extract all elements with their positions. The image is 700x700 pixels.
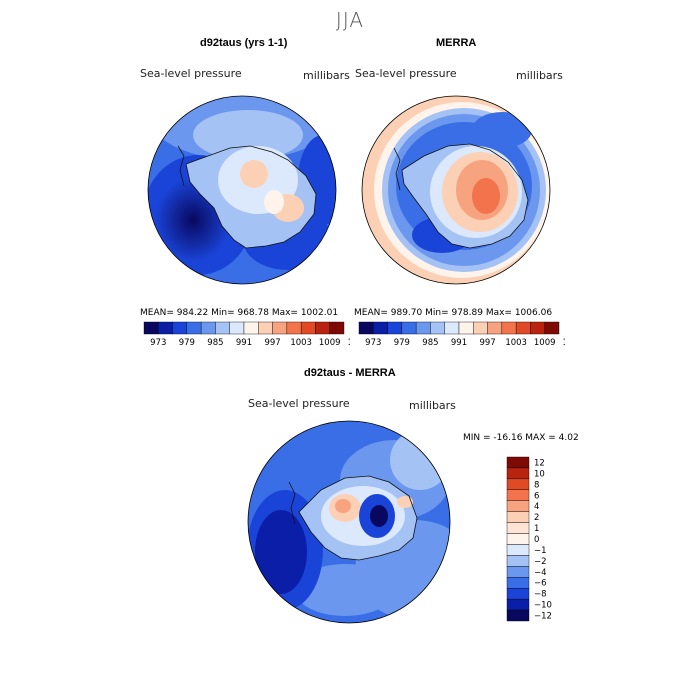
panel1-colorbar-tick-label: 973 — [150, 338, 166, 348]
panel3-colorbar-swatch — [506, 467, 530, 480]
panel3-units: millibars — [409, 399, 456, 412]
panel2-colorbar-swatch — [473, 321, 488, 335]
panel3-colorbar-swatch — [506, 478, 530, 491]
panel3-field — [248, 421, 450, 623]
panel2-stats: MEAN= 989.70 Min= 978.89 Max= 1006.06 — [354, 308, 553, 318]
panel2-field — [362, 96, 550, 284]
panel1-field-label: Sea-level pressure — [140, 67, 242, 80]
panel3-map — [247, 420, 451, 624]
panel1-colorbar-swatch — [286, 321, 302, 335]
panel1-stats: MEAN= 984.22 Min= 968.78 Max= 1002.01 — [140, 308, 339, 318]
panel3-stats: MIN = -16.16 MAX = 4.02 — [463, 433, 579, 443]
panel3-colorbar-tick-label: 8 — [534, 480, 539, 490]
panel3-colorbar-tick-label: −1 — [534, 546, 547, 556]
panel1-colorbar-swatch — [215, 321, 230, 335]
panel3-colorbar-swatch — [506, 489, 530, 501]
panel3-field-label: Sea-level pressure — [248, 397, 350, 410]
panel3-colorbar-tick-label: 0 — [534, 535, 539, 545]
panel2-colorbar-swatch — [401, 321, 417, 335]
panel3-colorbar-tick-label: 12 — [534, 458, 545, 468]
panel2-title: MERRA — [436, 37, 477, 49]
panel3-colorbar-swatch — [506, 555, 530, 567]
panel1-colorbar-tick-label: 991 — [236, 338, 252, 348]
panel2-colorbar-swatch — [387, 321, 403, 335]
panel2-colorbar-tick-label: 985 — [422, 338, 438, 348]
panel2-colorbar-swatch — [430, 321, 445, 335]
panel3-colorbar-tick-label: −8 — [534, 590, 547, 600]
panel1-colorbar-tick-label: 979 — [179, 338, 195, 348]
panel3-colorbar-swatch — [506, 598, 530, 611]
panel1-colorbar-swatch — [229, 321, 245, 335]
panel2-field-label: Sea-level pressure — [355, 67, 457, 80]
panel1-colorbar-swatch — [186, 321, 202, 335]
panel1-colorbar-swatch — [329, 321, 345, 335]
panel2-colorbar-tick-label: 1015 — [562, 338, 565, 348]
panel3-colorbar-swatch — [506, 577, 530, 589]
panel1-colorbar-swatch — [300, 321, 316, 335]
panel2-map — [361, 95, 551, 285]
panel2-colorbar-tick-label: 973 — [365, 338, 381, 348]
panel2-colorbar-swatch — [530, 321, 545, 335]
panel3-colorbar-tick-label: 1 — [534, 524, 539, 534]
panel2-colorbar-swatch — [501, 321, 517, 335]
panel3-colorbar-tick-label: −6 — [534, 579, 547, 589]
panel3-colorbar-tick-label: 4 — [534, 502, 539, 512]
panel2-colorbar-tick-label: 1003 — [505, 338, 527, 348]
panel3-colorbar-swatch — [506, 456, 530, 469]
panel1-title: d92taus (yrs 1-1) — [200, 37, 288, 49]
panel1-field — [148, 96, 336, 284]
panel1-colorbar-swatch — [272, 321, 288, 335]
panel1-colorbar-swatch — [172, 321, 188, 335]
figure-season-title: JJA — [335, 8, 365, 32]
panel2-colorbar: 973 979 985 991 997 1003 1009 1015 — [358, 321, 565, 348]
panel3-title: d92taus - MERRA — [304, 367, 396, 379]
panel1-colorbar-swatch — [315, 321, 330, 335]
panel1-colorbar: 973 979 985 991 997 1003 1009 1015 — [143, 321, 350, 348]
panel2-colorbar-swatch — [458, 321, 474, 335]
panel2-colorbar-swatch — [444, 321, 460, 335]
panel1-colorbar-swatch — [258, 321, 273, 335]
panel1-units: millibars — [303, 69, 350, 82]
panel1-colorbar-swatch — [200, 321, 216, 335]
panel3-colorbar-tick-label: −12 — [534, 612, 552, 622]
panel2-colorbar-swatch — [515, 321, 531, 335]
panel2-colorbar-swatch — [487, 321, 503, 335]
panel1-colorbar-tick-label: 1009 — [319, 338, 341, 348]
panel3-colorbar-tick-label: 10 — [534, 469, 545, 479]
panel1-colorbar-tick-label: 997 — [264, 338, 280, 348]
panel1-colorbar-tick-label: 985 — [207, 338, 223, 348]
panel2-colorbar-swatch — [373, 321, 388, 335]
panel1-colorbar-swatch — [143, 321, 159, 335]
panel3-colorbar-swatch — [506, 544, 530, 556]
panel3-colorbar-swatch — [506, 533, 530, 545]
panel3-colorbar-tick-label: −2 — [534, 557, 547, 567]
panel2-colorbar-swatch — [415, 321, 431, 335]
panel3-colorbar-tick-label: 6 — [534, 491, 539, 501]
panel3-colorbar-tick-label: −10 — [534, 601, 552, 611]
panel3-colorbar-tick-label: −4 — [534, 568, 547, 578]
panel3-colorbar-swatch — [506, 511, 530, 523]
panel3-colorbar-swatch — [506, 500, 530, 512]
panel3-colorbar-swatch — [506, 587, 530, 600]
panel1-colorbar-tick-label: 1015 — [347, 338, 350, 348]
panel2-colorbar-tick-label: 997 — [479, 338, 495, 348]
panel3-colorbar-tick-label: 2 — [534, 513, 539, 523]
panel1-map — [147, 95, 337, 285]
panel1-colorbar-swatch — [243, 321, 259, 335]
panel2-units: millibars — [516, 69, 563, 82]
panel3-colorbar-swatch — [506, 566, 530, 578]
panel1-colorbar-tick-label: 1003 — [290, 338, 312, 348]
panel2-colorbar-tick-label: 991 — [451, 338, 467, 348]
panel1-colorbar-swatch — [158, 321, 173, 335]
panel2-colorbar-swatch — [544, 321, 560, 335]
panel3-colorbar-swatch — [506, 609, 530, 622]
panel2-colorbar-swatch — [358, 321, 374, 335]
panel2-colorbar-tick-label: 1009 — [534, 338, 556, 348]
panel2-colorbar-tick-label: 979 — [394, 338, 410, 348]
panel3-colorbar-swatch — [506, 522, 530, 534]
